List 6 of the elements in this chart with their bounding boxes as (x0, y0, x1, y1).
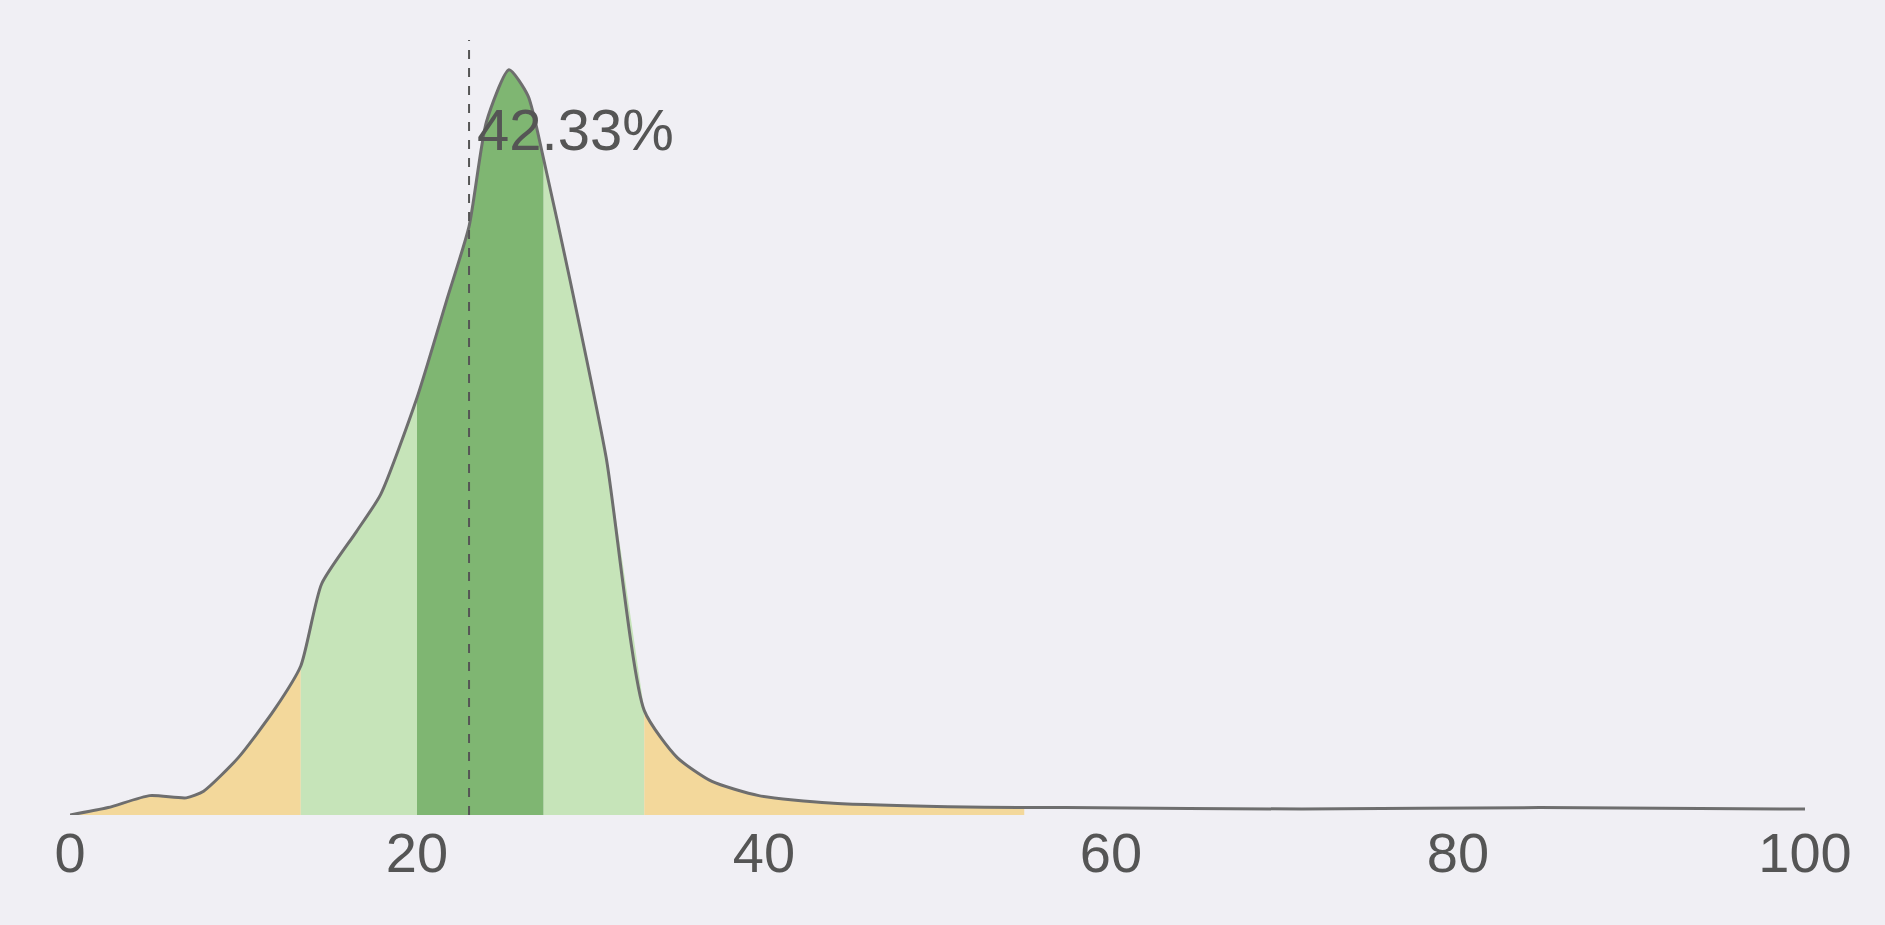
x-tick-label: 100 (1758, 821, 1852, 884)
x-tick-label: 0 (54, 821, 86, 884)
x-tick-label: 20 (385, 821, 449, 884)
x-tick-label: 40 (732, 821, 796, 884)
x-tick-label: 60 (1079, 821, 1143, 884)
x-tick-label: 80 (1426, 821, 1490, 884)
